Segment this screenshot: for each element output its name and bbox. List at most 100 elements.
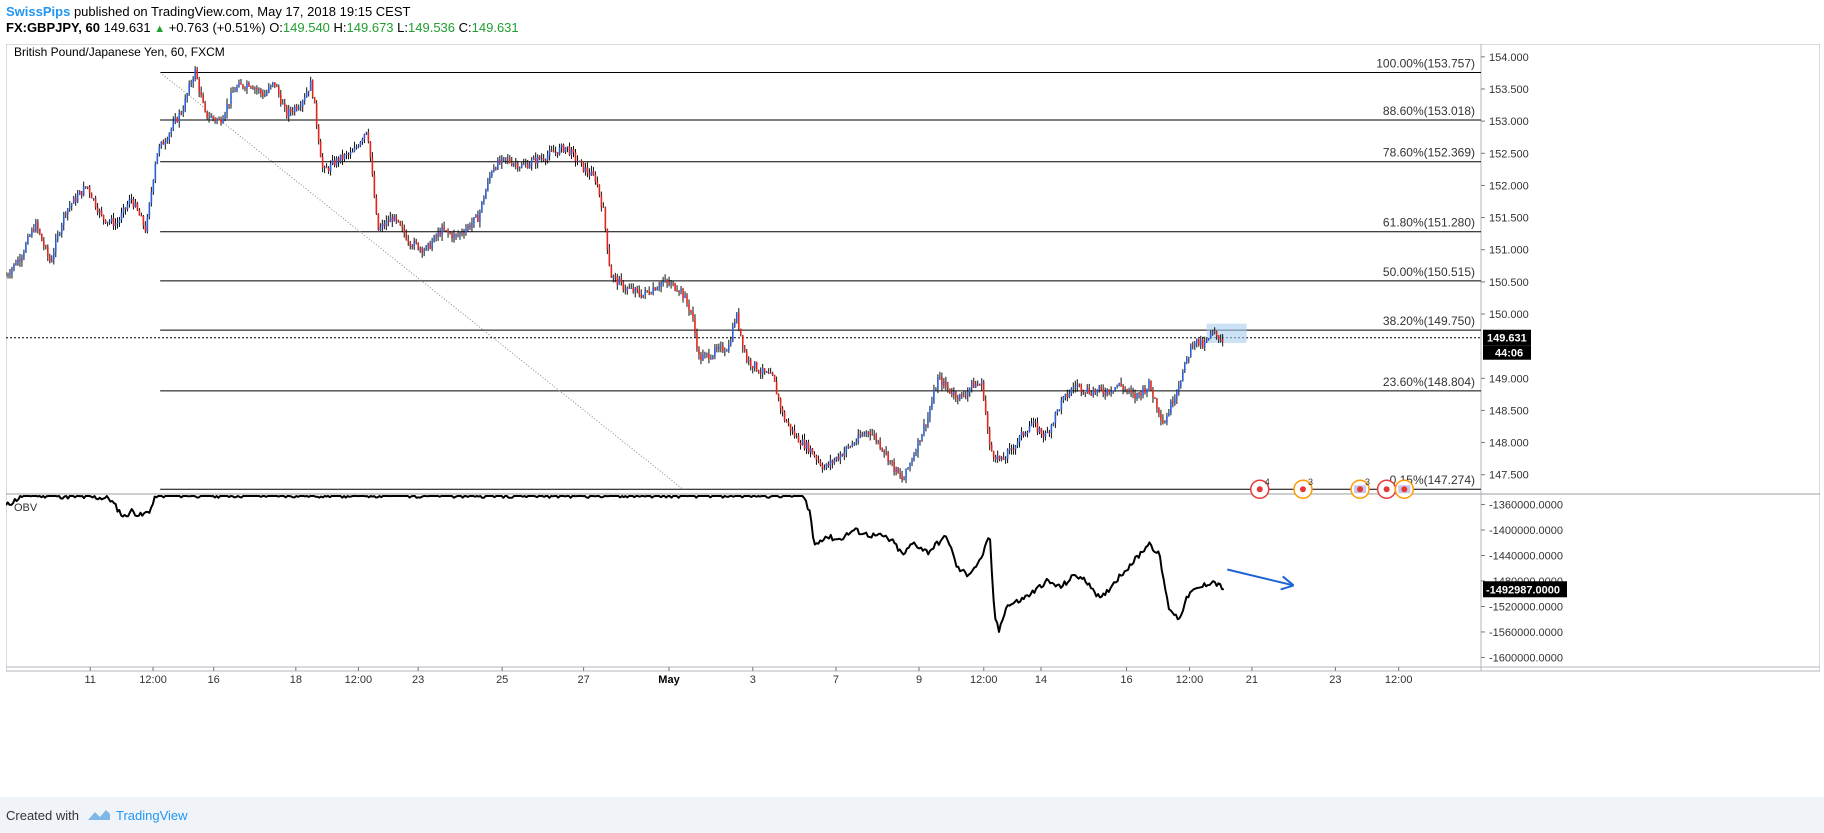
trend-arrow-line[interactable] — [1227, 568, 1294, 587]
tradingview-brand[interactable]: TradingView — [116, 808, 188, 823]
candle-bull — [885, 451, 887, 453]
candle-bear — [986, 413, 989, 430]
candle-bear — [666, 279, 668, 283]
candle-bear — [849, 446, 852, 448]
candle-bull — [714, 347, 716, 356]
candle-bull — [718, 346, 720, 350]
candle-bear — [214, 118, 216, 121]
close-value: 149.631 — [471, 20, 519, 35]
candle-bear — [289, 108, 292, 112]
candle-bull — [166, 139, 169, 143]
candle-bull — [361, 139, 364, 142]
candle-bear — [1134, 393, 1136, 399]
candle-bull — [931, 401, 933, 410]
candle-bear — [417, 242, 419, 250]
candle-bear — [45, 246, 47, 248]
candle-bear — [1154, 397, 1156, 399]
candle-bull — [427, 243, 429, 247]
candle-bear — [741, 335, 744, 348]
candle-bull — [1026, 431, 1029, 434]
last-price-value: 149.631 — [1487, 333, 1527, 345]
candle-bear — [1130, 390, 1132, 393]
candle-bear — [594, 174, 597, 182]
candle-bull — [929, 409, 931, 417]
candle-bull — [1038, 428, 1041, 433]
chart-area[interactable]: British Pound/Japanese Yen, 60, FXCM 154.… — [6, 44, 1820, 797]
candle-bear — [250, 86, 252, 88]
candle-bull — [702, 354, 704, 361]
candle-bear — [39, 229, 41, 235]
candle-bear — [580, 160, 583, 163]
footer: Created with TradingView — [0, 797, 1824, 833]
candle-bull — [905, 468, 907, 479]
candle-bull — [473, 217, 475, 224]
candle-bull — [160, 141, 163, 147]
candle-bull — [1000, 457, 1003, 460]
candle-bear — [947, 386, 949, 389]
candle-bear — [274, 82, 276, 86]
candle-bear — [220, 119, 222, 124]
candle-bear — [676, 290, 678, 292]
low-value: 149.536 — [408, 20, 456, 35]
candle-bull — [1112, 390, 1114, 392]
candle-bull — [1174, 398, 1176, 404]
candle-bear — [608, 249, 611, 266]
candle-bull — [303, 97, 306, 101]
candle-bear — [785, 420, 788, 423]
candle-bear — [1002, 457, 1005, 460]
candle-bear — [1221, 339, 1224, 342]
candle-bear — [819, 460, 822, 466]
time-tick-label: 12:00 — [139, 674, 167, 686]
candle-bull — [903, 478, 905, 481]
trend-arrow-head-icon[interactable] — [1280, 575, 1295, 591]
candle-bull — [829, 460, 832, 466]
candle-bull — [152, 180, 155, 193]
candle-bear — [447, 230, 449, 233]
candle-bull — [909, 463, 911, 468]
candle-bear — [616, 276, 619, 285]
fib-trend-line[interactable] — [159, 72, 684, 490]
candle-bull — [1018, 435, 1021, 443]
candle-bear — [1080, 384, 1083, 392]
candle-bear — [883, 450, 885, 453]
candle-bear — [1122, 385, 1124, 390]
candle-bull — [353, 147, 356, 152]
countdown-value: 44:06 — [1495, 348, 1523, 360]
author-name[interactable]: SwissPips — [6, 4, 71, 19]
candle-bear — [542, 158, 545, 161]
candle-bear — [596, 181, 599, 185]
fib-level-label: 61.80%(151.280) — [1383, 216, 1475, 230]
candle-bull — [1004, 458, 1007, 460]
candle-bull — [578, 160, 581, 162]
last-price: 149.631 — [103, 20, 151, 35]
chart-canvas[interactable]: British Pound/Japanese Yen, 60, FXCM 154.… — [6, 44, 1820, 797]
tradingview-logo-icon[interactable] — [86, 808, 112, 822]
candle-bear — [88, 186, 91, 194]
candle-bear — [252, 87, 254, 90]
price-tick-label: 151.500 — [1489, 213, 1529, 225]
candle-bear — [638, 290, 641, 295]
symbol-label[interactable]: FX:GBPJPY, 60 — [6, 20, 100, 35]
candle-bull — [393, 215, 396, 222]
candle-bear — [899, 473, 901, 476]
candle-bull — [747, 359, 750, 362]
candle-bear — [180, 112, 183, 114]
candle-bear — [990, 445, 993, 452]
candle-bear — [636, 288, 639, 291]
candle-bear — [391, 217, 394, 222]
fib-level-label: 88.60%(153.018) — [1383, 104, 1475, 118]
candle-bull — [359, 141, 362, 147]
candle-bear — [204, 102, 206, 112]
candle-bear — [367, 132, 370, 142]
fib-level-label: 23.60%(148.804) — [1383, 375, 1475, 389]
candle-bull — [1180, 381, 1182, 387]
candle-bear — [962, 395, 965, 397]
candle-bear — [668, 282, 670, 285]
candle-bear — [142, 216, 145, 226]
candle-bull — [246, 83, 248, 89]
candle-bull — [871, 434, 873, 436]
candle-bear — [1197, 338, 1200, 345]
candle-bear — [737, 313, 740, 329]
candle-bull — [467, 225, 469, 229]
candle-bear — [505, 157, 507, 159]
